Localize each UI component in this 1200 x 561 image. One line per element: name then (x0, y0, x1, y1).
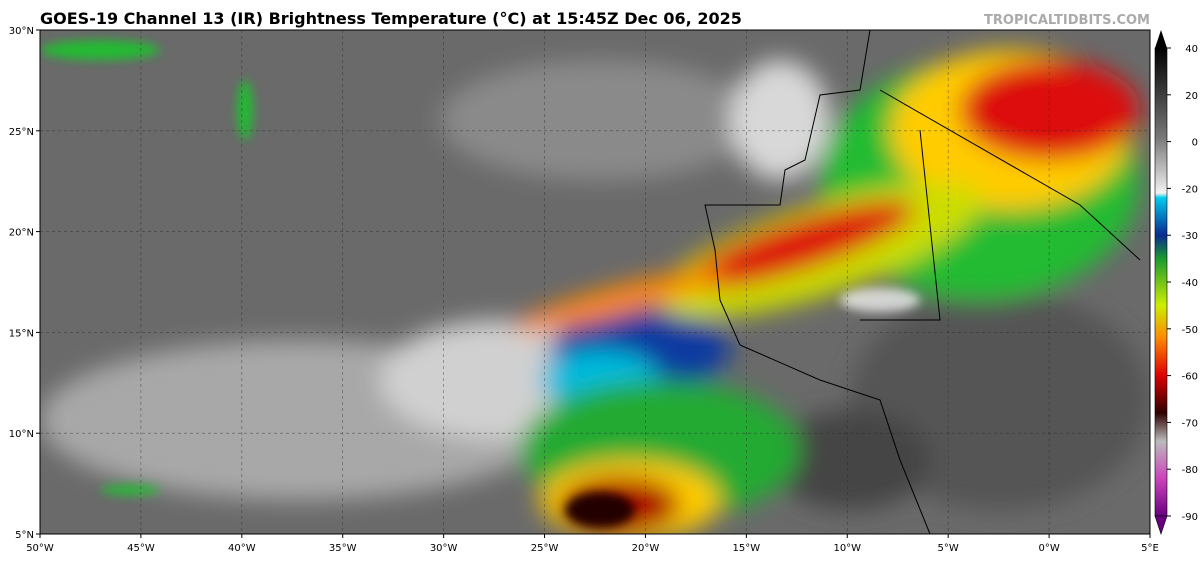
lon-label: 10°W (833, 543, 861, 554)
lon-label: 0°W (1038, 543, 1059, 554)
lat-label: 15°N (9, 328, 34, 339)
lon-label: 15°W (733, 543, 761, 554)
lon-label: 5°E (1141, 543, 1159, 554)
colorbar-label: -80 (1182, 465, 1198, 476)
lat-label: 5°N (15, 530, 34, 541)
lat-label: 20°N (9, 228, 34, 239)
colorbar-label: -70 (1182, 418, 1198, 429)
lon-label: 35°W (329, 543, 357, 554)
lon-label: 50°W (26, 543, 54, 554)
colorbar (1154, 30, 1168, 535)
title: GOES-19 Channel 13 (IR) Brightness Tempe… (40, 9, 742, 28)
credit: TROPICALTIDBITS.COM (984, 13, 1150, 28)
colorbar-label: 20 (1185, 91, 1198, 102)
lon-label: 5°W (938, 543, 959, 554)
lat-label: 25°N (9, 127, 34, 138)
colorbar-label: -50 (1182, 325, 1198, 336)
colorbar-label: -20 (1182, 184, 1198, 195)
lon-label: 45°W (127, 543, 155, 554)
colorbar-label: -90 (1182, 512, 1198, 523)
lon-label: 20°W (632, 543, 660, 554)
lon-label: 25°W (531, 543, 559, 554)
lon-label: 30°W (430, 543, 458, 554)
lat-label: 30°N (9, 26, 34, 37)
satellite-image (39, 29, 1151, 535)
colorbar-label: -30 (1182, 231, 1198, 242)
colorbar-label: 40 (1185, 44, 1198, 55)
lat-label: 10°N (9, 429, 34, 440)
colorbar-label: -40 (1182, 278, 1198, 289)
colorbar-label: 0 (1192, 138, 1198, 149)
lon-label: 40°W (228, 543, 256, 554)
colorbar-label: -60 (1182, 372, 1198, 383)
